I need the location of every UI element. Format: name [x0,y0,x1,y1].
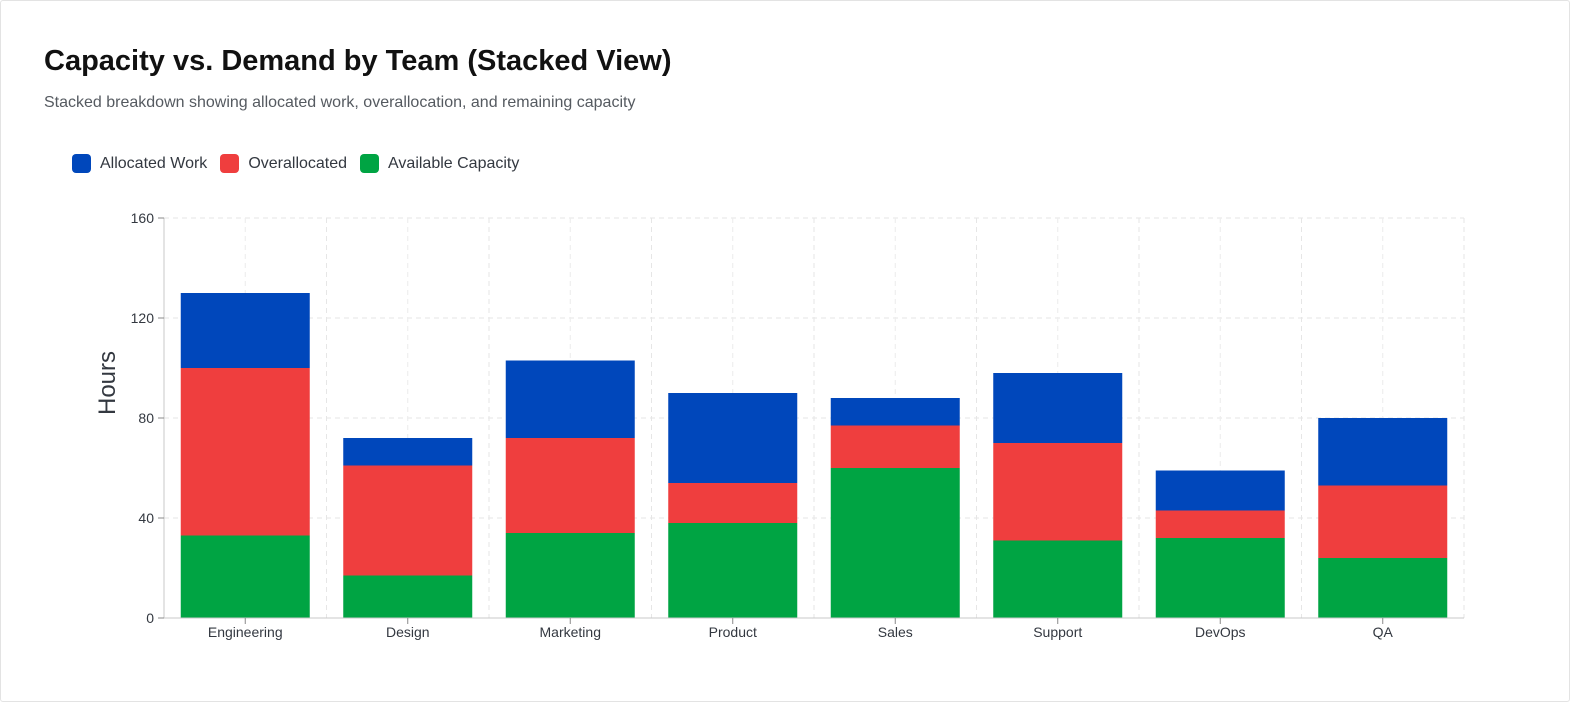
bar-available-capacity-devops [1155,538,1285,618]
x-tick-label: DevOps [1195,624,1246,640]
y-axis-title: Hours [94,351,121,415]
bar-allocated-work-qa [1318,418,1448,486]
bar-available-capacity-engineering [180,535,310,618]
bar-overallocated-devops [1155,510,1285,538]
bar-available-capacity-support [993,540,1123,618]
legend-label-allocated-work: Allocated Work [100,154,208,172]
legend-label-overallocated: Overallocated [248,154,348,172]
bar-allocated-work-marketing [505,360,635,438]
legend-swatch-overallocated [220,154,240,173]
x-tick-label: Sales [878,624,913,640]
bar-allocated-work-design [343,438,473,466]
x-tick-label: Design [386,624,430,640]
legend-swatch-available-capacity [360,154,380,173]
bar-allocated-work-product [668,393,798,483]
bar-overallocated-engineering [180,368,310,536]
y-tick-label: 160 [131,210,155,226]
y-tick-label: 40 [138,510,154,526]
bar-overallocated-product [668,483,798,523]
x-tick-label: Engineering [208,624,283,640]
legend-label-available-capacity: Available Capacity [388,154,520,172]
bar-overallocated-qa [1318,485,1448,558]
bar-allocated-work-engineering [180,293,310,368]
bar-available-capacity-product [668,523,798,618]
y-tick-label: 80 [138,410,154,426]
x-tick-label: Marketing [540,624,601,640]
y-tick-label: 120 [131,310,155,326]
chart-title: Capacity vs. Demand by Team (Stacked Vie… [44,45,672,77]
bar-allocated-work-devops [1155,470,1285,511]
bar-overallocated-marketing [505,438,635,533]
legend-item-allocated-work[interactable]: Allocated Work [72,154,207,173]
bar-available-capacity-qa [1318,558,1448,618]
chart-legend: Allocated Work Overallocated Available C… [72,154,532,173]
bar-available-capacity-marketing [505,533,635,618]
x-tick-label: Support [1033,624,1082,640]
bar-allocated-work-support [993,373,1123,443]
y-tick-label: 0 [146,610,154,626]
bar-overallocated-support [993,443,1123,541]
bar-available-capacity-sales [830,468,960,618]
x-tick-label: Product [709,624,757,640]
x-tick-label: QA [1373,624,1394,640]
chart-subtitle: Stacked breakdown showing allocated work… [44,94,636,111]
bar-allocated-work-sales [830,398,960,426]
bar-overallocated-sales [830,425,960,468]
legend-item-overallocated[interactable]: Overallocated [220,154,347,173]
legend-item-available-capacity[interactable]: Available Capacity [360,154,519,173]
legend-swatch-allocated-work [72,154,91,173]
bar-overallocated-design [343,465,473,576]
bar-available-capacity-design [343,575,473,618]
